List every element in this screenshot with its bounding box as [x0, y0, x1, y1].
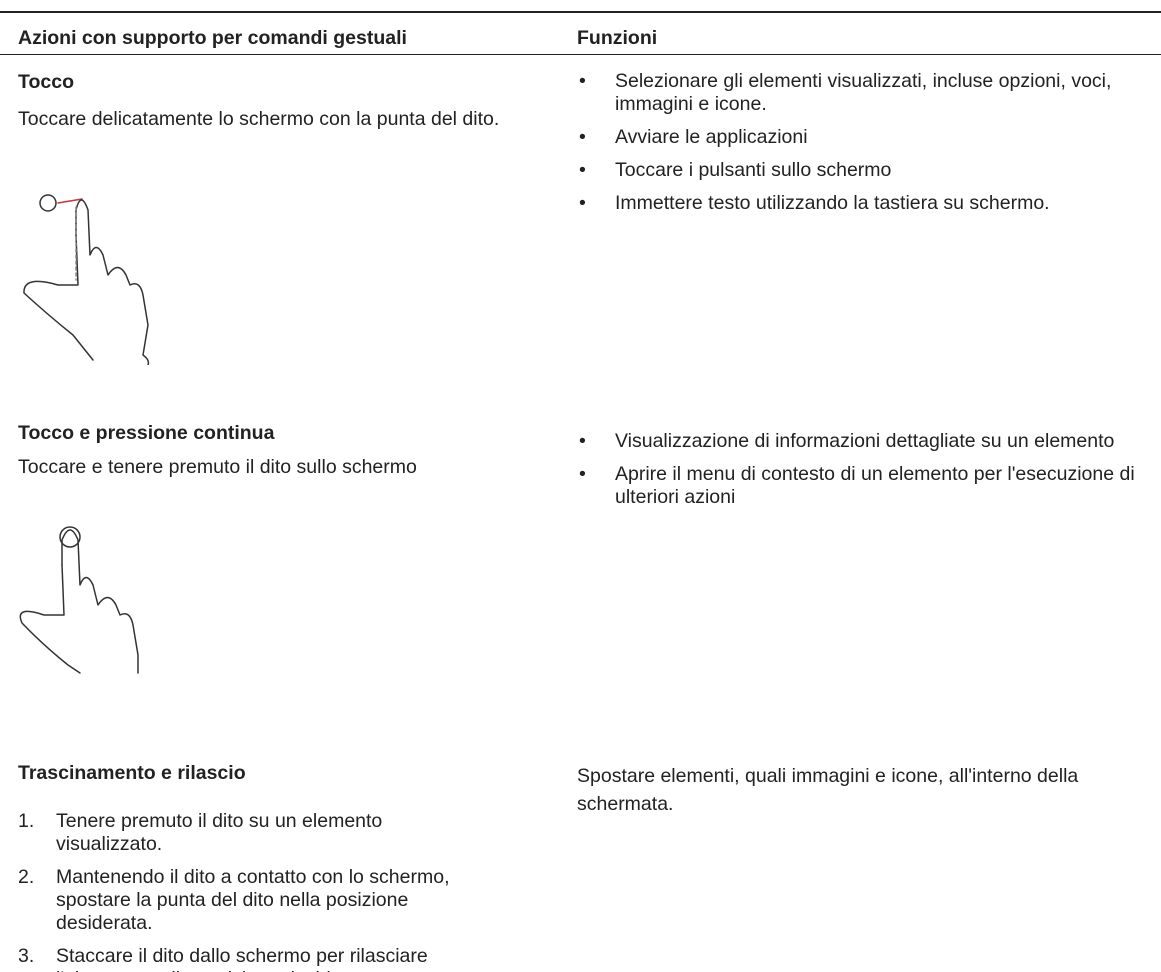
header-rule: [0, 54, 1161, 55]
function-text: Spostare elementi, quali immagini e icon…: [577, 765, 1079, 815]
step: 1. Tenere premuto il dito su un elemento …: [18, 810, 458, 856]
row-description: Toccare delicatamente lo schermo con la …: [18, 108, 500, 130]
function-item: Toccare i pulsanti sullo schermo: [577, 159, 1137, 182]
row-title: Trascinamento e rilascio: [18, 762, 246, 784]
step: 2. Mantenendo il dito a contatto con lo s…: [18, 866, 458, 935]
header-cell: Azioni con supporto per comandi gestuali: [18, 27, 407, 49]
row-title: Tocco: [18, 71, 74, 93]
step-number: 3.: [18, 945, 35, 967]
function-list: Selezionare gli elementi visualizzati, i…: [577, 70, 1137, 225]
press-illustration: [19, 526, 139, 674]
step-number: 1.: [18, 810, 35, 832]
function-list: Visualizzazione di informazioni dettagli…: [577, 430, 1147, 519]
function-item: Visualizzazione di informazioni dettagli…: [577, 430, 1147, 453]
tap-illustration: [23, 194, 150, 365]
function-item: Avviare le applicazioni: [577, 126, 1137, 149]
function-item: Aprire il menu di contesto di un element…: [577, 463, 1147, 509]
row-title: Tocco e pressione continua: [18, 422, 275, 444]
function-item: Immettere testo utilizzando la tastiera …: [577, 192, 1137, 215]
step-text: Mantenendo il dito a contatto con lo sch…: [56, 866, 450, 934]
step-list: 1. Tenere premuto il dito su un elemento …: [18, 810, 458, 972]
step-text: Staccare il dito dallo schermo per rilas…: [56, 945, 428, 972]
row-description: Toccare e tenere premuto il dito sullo s…: [18, 456, 417, 478]
step: 3. Staccare il dito dallo schermo per ril…: [18, 945, 458, 972]
step-text: Tenere premuto il dito su un elemento vi…: [56, 810, 383, 855]
step-number: 2.: [18, 866, 35, 888]
top-rule: [0, 11, 1161, 13]
function-item: Selezionare gli elementi visualizzati, i…: [577, 70, 1137, 116]
header-cell: Funzioni: [577, 27, 658, 49]
